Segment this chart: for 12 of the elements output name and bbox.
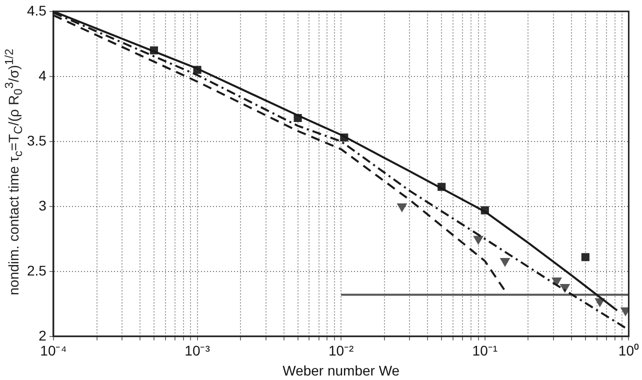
y-tick-label: 4 — [38, 67, 47, 84]
x-tick-label: 10⁰ — [618, 342, 640, 359]
y-tick-label: 2.5 — [26, 262, 47, 278]
x-axis-title: Weber number We — [282, 362, 400, 378]
x-tick-label: 10⁻¹ — [472, 342, 498, 359]
x-tick-label: 10⁻⁴ — [40, 342, 67, 359]
x-tick-label: 10⁻³ — [184, 342, 210, 359]
y-tick-label: 4.5 — [26, 2, 47, 18]
y-tick-label: 3 — [38, 197, 47, 214]
x-tick-label: 10⁻² — [328, 342, 354, 359]
y-tick-label: 2 — [38, 327, 47, 344]
y-tick-label: 3.5 — [26, 132, 47, 148]
